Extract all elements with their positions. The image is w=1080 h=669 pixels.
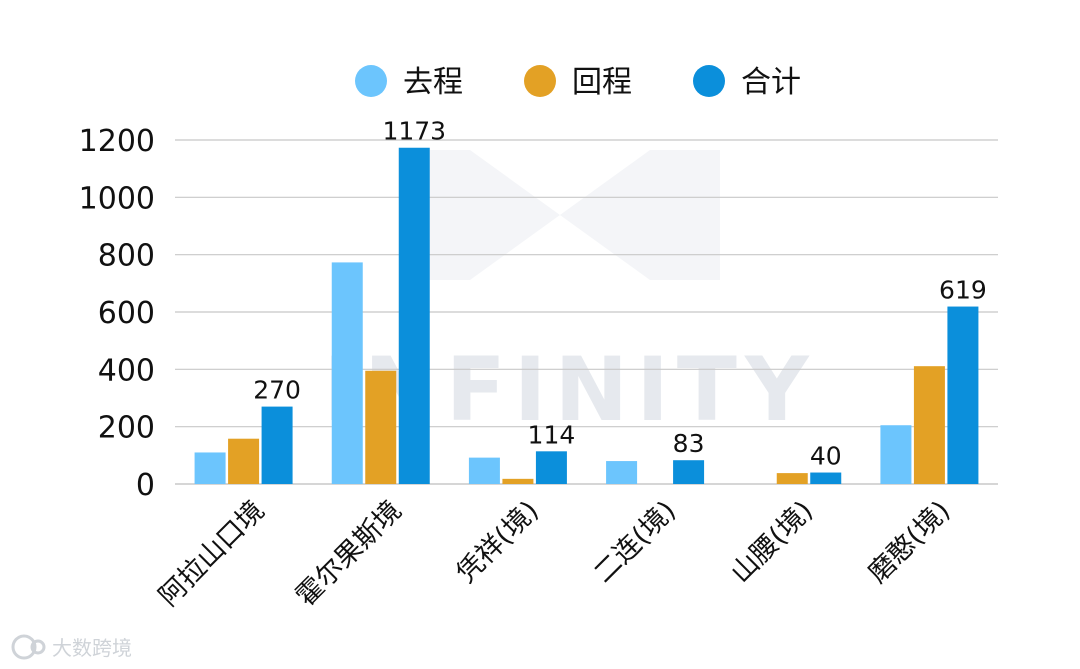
- bar-1-3: [468, 457, 500, 484]
- bar-1-1: [194, 452, 226, 484]
- y-tick-label: 1000: [79, 181, 155, 216]
- bar-1-6: [880, 425, 912, 484]
- logo-icon-dot: [30, 639, 46, 655]
- bar-3-6: [947, 306, 979, 484]
- bar-1-4: [606, 461, 638, 484]
- bar-3-5: [810, 472, 842, 484]
- legend-swatch: [355, 65, 387, 97]
- data-label: 1173: [382, 117, 446, 146]
- grid-lines: [175, 139, 998, 428]
- y-tick-label: 1200: [79, 124, 155, 159]
- bar-2-3: [502, 478, 534, 484]
- logo-icon: [11, 634, 37, 660]
- logo: 大数跨境: [11, 634, 132, 660]
- bar-2-2: [365, 370, 397, 484]
- data-label: 619: [939, 276, 987, 305]
- legend-label: 去程: [403, 65, 463, 100]
- data-label: 83: [673, 429, 705, 458]
- y-tick-label: 600: [98, 296, 155, 331]
- watermark: INFINITY: [323, 150, 809, 441]
- data-labels: 270 1173 114 83 40 619: [253, 117, 987, 471]
- x-category-label: 磨憨(境): [862, 495, 956, 589]
- data-label: 40: [810, 442, 842, 471]
- y-tick-label: 0: [136, 468, 155, 503]
- legend-swatch: [524, 65, 556, 97]
- y-axis: 0 200 400 600 800 1000 1200: [79, 124, 998, 503]
- bar-2-6: [913, 366, 945, 484]
- x-category-label: 霍尔果斯境: [290, 495, 407, 612]
- watermark-logo-shape: [400, 150, 720, 280]
- legend: 去程 回程 合计: [355, 65, 801, 100]
- legend-label: 回程: [572, 65, 632, 100]
- bar-3-1: [261, 406, 293, 484]
- x-axis: 阿拉山口境 霍尔果斯境 凭祥(境) 二连(境) 山腰(境) 磨憨(境): [153, 495, 956, 612]
- bar-2-1: [228, 438, 260, 484]
- x-category-label: 阿拉山口境: [153, 495, 270, 612]
- x-category-label: 二连(境): [588, 495, 682, 589]
- logo-text: 大数跨境: [52, 636, 132, 660]
- bar-2-5: [776, 473, 808, 484]
- x-category-label: 凭祥(境): [451, 495, 545, 589]
- legend-swatch: [693, 65, 725, 97]
- legend-label: 合计: [741, 65, 801, 100]
- y-tick-label: 400: [98, 353, 155, 388]
- bar-1-2: [331, 262, 363, 484]
- bars: [194, 147, 979, 485]
- x-category-label: 山腰(境): [725, 495, 819, 589]
- data-label: 270: [253, 376, 301, 405]
- y-tick-label: 800: [98, 239, 155, 274]
- bar-3-4: [673, 460, 705, 484]
- bar-3-3: [535, 451, 567, 484]
- bar-3-2: [398, 147, 430, 485]
- y-tick-label: 200: [98, 411, 155, 446]
- data-label: 114: [528, 420, 576, 449]
